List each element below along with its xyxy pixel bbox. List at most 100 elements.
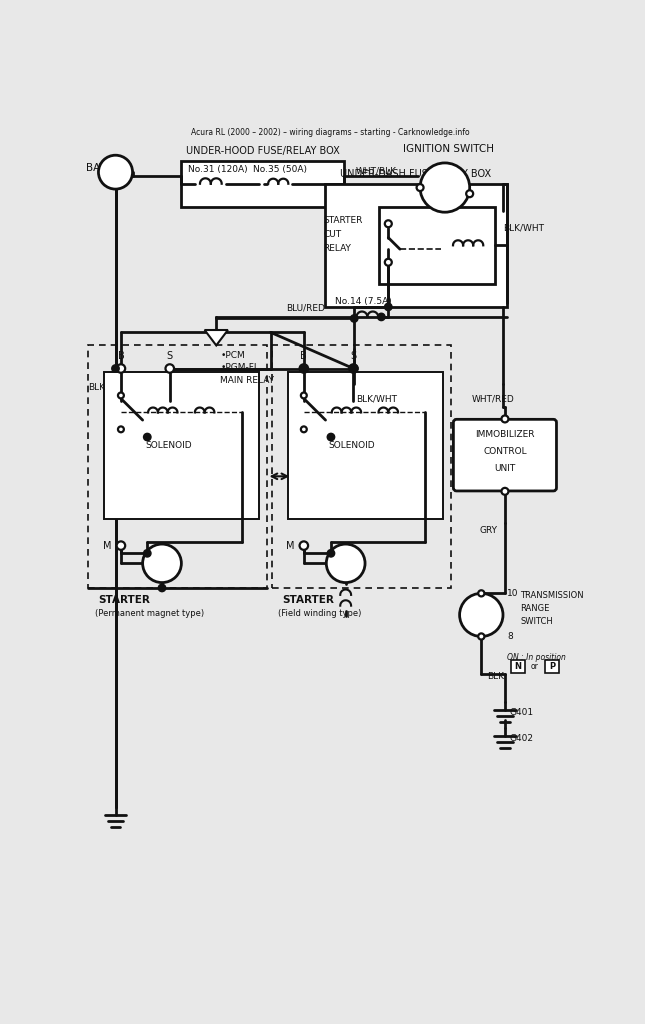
Text: GRY: GRY bbox=[480, 525, 498, 535]
Text: G401: G401 bbox=[510, 709, 533, 717]
Bar bbox=[288, 373, 442, 519]
Text: 8: 8 bbox=[507, 632, 513, 641]
Text: M: M bbox=[155, 556, 169, 570]
Text: BLK/WHT: BLK/WHT bbox=[356, 395, 397, 403]
Circle shape bbox=[417, 184, 424, 191]
Text: BAT: BAT bbox=[437, 175, 453, 184]
Circle shape bbox=[117, 542, 125, 550]
Text: (Permanent magnet type): (Permanent magnet type) bbox=[95, 609, 204, 617]
Bar bbox=[379, 207, 495, 284]
Circle shape bbox=[384, 303, 392, 310]
Text: WHT/RED: WHT/RED bbox=[472, 395, 515, 403]
Text: •PGM-FI: •PGM-FI bbox=[220, 364, 257, 373]
Text: BATTERY: BATTERY bbox=[86, 163, 131, 173]
Text: SOLENOID: SOLENOID bbox=[145, 441, 192, 450]
Circle shape bbox=[385, 259, 392, 265]
Circle shape bbox=[478, 590, 484, 596]
Circle shape bbox=[349, 365, 358, 373]
Text: UNDER-HOOD FUSE/RELAY BOX: UNDER-HOOD FUSE/RELAY BOX bbox=[186, 146, 340, 156]
Text: CONTROL: CONTROL bbox=[483, 447, 527, 456]
Text: BLK: BLK bbox=[488, 672, 504, 681]
Text: STARTER: STARTER bbox=[282, 595, 334, 604]
Circle shape bbox=[420, 163, 470, 212]
Text: WHT/BLK: WHT/BLK bbox=[356, 166, 397, 175]
Text: BLK: BLK bbox=[88, 383, 105, 392]
Text: TRANSMISSION: TRANSMISSION bbox=[520, 591, 584, 600]
Text: No.35 (50A): No.35 (50A) bbox=[253, 165, 306, 174]
Text: STARTER: STARTER bbox=[99, 595, 150, 604]
Text: G402: G402 bbox=[510, 734, 533, 743]
Text: S: S bbox=[166, 351, 173, 361]
Circle shape bbox=[327, 550, 335, 557]
Text: B: B bbox=[117, 351, 124, 361]
Text: ST: ST bbox=[439, 190, 450, 200]
Text: MAIN RELAY: MAIN RELAY bbox=[220, 376, 274, 385]
Circle shape bbox=[501, 487, 508, 495]
Circle shape bbox=[144, 433, 151, 440]
Circle shape bbox=[300, 365, 308, 372]
Text: 10: 10 bbox=[507, 589, 519, 598]
Circle shape bbox=[466, 190, 473, 198]
Text: UNIT: UNIT bbox=[494, 464, 515, 473]
Text: Acura RL (2000 – 2002) – wiring diagrams – starting - Carknowledge.info: Acura RL (2000 – 2002) – wiring diagrams… bbox=[191, 128, 470, 137]
Text: B: B bbox=[301, 351, 307, 361]
Circle shape bbox=[501, 416, 508, 423]
Text: SOLENOID: SOLENOID bbox=[328, 441, 375, 450]
Circle shape bbox=[326, 544, 365, 583]
Text: BLK/WHT: BLK/WHT bbox=[503, 224, 544, 232]
Text: RELAY: RELAY bbox=[323, 244, 351, 253]
Text: +: + bbox=[109, 165, 122, 179]
Text: STARTER: STARTER bbox=[323, 216, 362, 225]
Circle shape bbox=[143, 544, 181, 583]
Text: S: S bbox=[350, 351, 357, 361]
Circle shape bbox=[327, 433, 335, 440]
Circle shape bbox=[385, 220, 392, 227]
Circle shape bbox=[377, 313, 385, 321]
Circle shape bbox=[118, 426, 124, 432]
Bar bbox=[104, 373, 259, 519]
Circle shape bbox=[299, 365, 308, 373]
Circle shape bbox=[99, 156, 133, 189]
Circle shape bbox=[112, 365, 119, 372]
Circle shape bbox=[166, 365, 174, 373]
Circle shape bbox=[118, 392, 124, 398]
Text: UNDER-DASH FUSE/RELAY BOX: UNDER-DASH FUSE/RELAY BOX bbox=[341, 169, 491, 179]
Bar bbox=[545, 660, 559, 673]
Text: CUT: CUT bbox=[323, 230, 341, 239]
Polygon shape bbox=[204, 330, 228, 345]
Bar bbox=[181, 161, 344, 207]
Text: RANGE: RANGE bbox=[520, 604, 550, 613]
Text: M: M bbox=[286, 541, 294, 551]
Text: SWITCH: SWITCH bbox=[520, 617, 553, 627]
Circle shape bbox=[350, 365, 357, 372]
Circle shape bbox=[117, 365, 125, 373]
Circle shape bbox=[460, 593, 503, 637]
Circle shape bbox=[301, 426, 307, 432]
Bar bbox=[272, 345, 451, 588]
Text: M: M bbox=[339, 556, 353, 570]
Text: No.31 (120A): No.31 (120A) bbox=[188, 165, 247, 174]
Circle shape bbox=[301, 392, 307, 398]
Text: IGNITION SWITCH: IGNITION SWITCH bbox=[403, 144, 494, 154]
Text: IMMOBILIZER: IMMOBILIZER bbox=[475, 430, 535, 439]
FancyBboxPatch shape bbox=[453, 420, 557, 490]
Text: P: P bbox=[549, 662, 555, 671]
Circle shape bbox=[478, 634, 484, 640]
Text: BLU/RED: BLU/RED bbox=[286, 303, 325, 312]
Bar bbox=[88, 345, 268, 588]
Text: or: or bbox=[531, 662, 539, 671]
Text: P: P bbox=[477, 610, 486, 620]
Circle shape bbox=[144, 550, 151, 557]
Circle shape bbox=[158, 585, 166, 592]
Text: (Field winding type): (Field winding type) bbox=[278, 609, 362, 617]
Bar bbox=[324, 183, 507, 307]
Text: •PCM: •PCM bbox=[220, 351, 245, 359]
Circle shape bbox=[350, 314, 358, 323]
Text: ON : In position: ON : In position bbox=[507, 652, 566, 662]
Circle shape bbox=[299, 542, 308, 550]
Text: N: N bbox=[514, 662, 521, 671]
Text: No.14 (7.5A): No.14 (7.5A) bbox=[335, 297, 392, 306]
Bar bbox=[511, 660, 524, 673]
Text: M: M bbox=[103, 541, 111, 551]
Circle shape bbox=[350, 365, 358, 372]
